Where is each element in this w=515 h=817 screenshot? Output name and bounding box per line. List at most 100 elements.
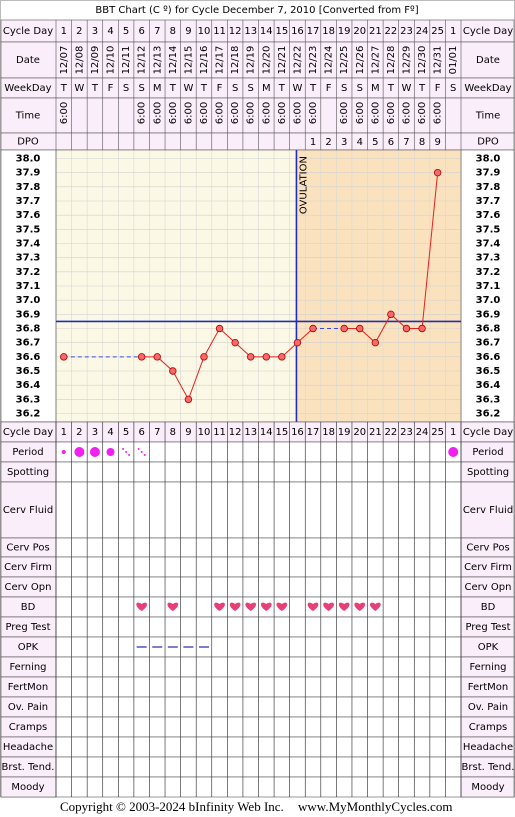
row-bg (0, 736, 515, 758)
weekday: M (371, 83, 380, 94)
weekday: T (309, 83, 317, 94)
temp-point (60, 353, 68, 361)
row-label: Cramps (469, 722, 508, 733)
spotting-dot (137, 448, 140, 450)
row-label: Cerv Fluid (463, 505, 513, 516)
dpo: 8 (419, 137, 425, 148)
cycle-day: 18 (322, 26, 335, 37)
cycle-day: 15 (275, 427, 288, 438)
time: 6:00 (401, 102, 412, 124)
temp-point (356, 324, 364, 333)
row-label: Cycle Day (3, 427, 53, 438)
time: 6:00 (183, 102, 194, 124)
cycle-day: 24 (416, 427, 429, 438)
temp-point (153, 353, 161, 361)
weekday: T (200, 83, 208, 94)
bd-heart (167, 602, 179, 611)
cycle-day: 11 (213, 427, 226, 438)
weekday: S (123, 83, 129, 94)
ovulation-label: OVULATION (298, 156, 309, 214)
bd-heart (260, 602, 272, 611)
row-bg (0, 596, 515, 618)
row-bg (0, 537, 515, 558)
date: 12/16 (199, 46, 210, 75)
y-tick-label: 37.0 (16, 295, 41, 306)
row-label: Headache (3, 742, 53, 753)
cycle-day: 12 (229, 26, 242, 37)
row-label: Preg Test (5, 622, 50, 633)
row-label: Cerv Opn (5, 582, 52, 593)
time: 6:00 (339, 102, 350, 124)
row-bg (0, 556, 515, 578)
y-tick-label: 36.8 (16, 324, 41, 335)
y-tick-label: 36.2 (16, 409, 41, 420)
cycle-day: 4 (107, 26, 113, 37)
y-tick-label: 36.7 (16, 338, 41, 349)
y-tick-label: 36.2 (476, 409, 501, 420)
header-row-bg (0, 97, 515, 134)
temp-point (231, 338, 239, 347)
y-tick-label: 36.9 (16, 309, 41, 320)
spotting-dot (125, 451, 128, 453)
spotting-dot (122, 448, 125, 450)
row-bg (0, 636, 515, 658)
cycle-day: 23 (400, 427, 413, 438)
bd-heart (369, 602, 381, 611)
y-tick-label: 37.9 (476, 168, 501, 179)
cycle-day: 7 (154, 427, 160, 438)
row-label: Ov. Pain (8, 702, 48, 713)
cycle-day: 9 (185, 427, 191, 438)
y-tick-label: 36.3 (476, 394, 501, 405)
cycle-day: 11 (213, 26, 226, 37)
cycle-day: 9 (185, 26, 191, 37)
temp-point (262, 353, 270, 361)
temp-point (247, 353, 255, 361)
temp-point (184, 395, 193, 404)
row-bg (0, 716, 515, 738)
dpo: 9 (434, 137, 440, 148)
bd-heart (136, 602, 148, 611)
cycle-day: 16 (291, 26, 304, 37)
row-bg (0, 756, 515, 778)
row-bg (0, 776, 515, 798)
y-tick-label: 37.9 (16, 168, 41, 179)
period-mark (61, 450, 66, 454)
time: 6:00 (137, 102, 148, 124)
row-label: Cerv Pos (6, 543, 49, 554)
date: 12/28 (386, 46, 397, 75)
cycle-day: 8 (170, 26, 176, 37)
row-label: Cerv Firm (4, 562, 52, 573)
date: 12/23 (308, 46, 319, 75)
date: 12/22 (292, 46, 303, 75)
row-bg (0, 481, 515, 539)
row-label: Date (476, 55, 500, 66)
cycle-day: 1 (61, 427, 67, 438)
date: 12/09 (90, 46, 101, 75)
cycle-day: 1 (450, 427, 456, 438)
y-tick-label: 36.5 (16, 366, 41, 377)
y-tick-label: 37.6 (476, 210, 501, 221)
row-label: Brst. Tend. (2, 762, 55, 773)
cycle-day: 25 (431, 427, 444, 438)
cycle-day: 12 (229, 427, 242, 438)
weekday: T (387, 83, 395, 94)
weekday: W (183, 83, 193, 94)
temp-point (215, 324, 224, 333)
dpo: 2 (325, 137, 331, 148)
weekday: T (91, 83, 99, 94)
row-label: WeekDay (464, 83, 511, 94)
weekday: T (169, 83, 177, 94)
bd-heart (354, 602, 366, 611)
y-tick-label: 37.5 (16, 224, 41, 235)
y-tick-label: 36.5 (476, 366, 501, 377)
y-tick-label: 37.4 (476, 239, 501, 250)
spotting-dot (140, 451, 143, 453)
row-label: OPK (18, 642, 39, 653)
temp-point (169, 367, 177, 375)
cycle-day: 19 (338, 26, 351, 37)
row-label: Cycle Day (463, 427, 513, 438)
cycle-day: 18 (322, 427, 335, 438)
time: 6:00 (433, 102, 444, 124)
date: 12/30 (417, 46, 428, 75)
